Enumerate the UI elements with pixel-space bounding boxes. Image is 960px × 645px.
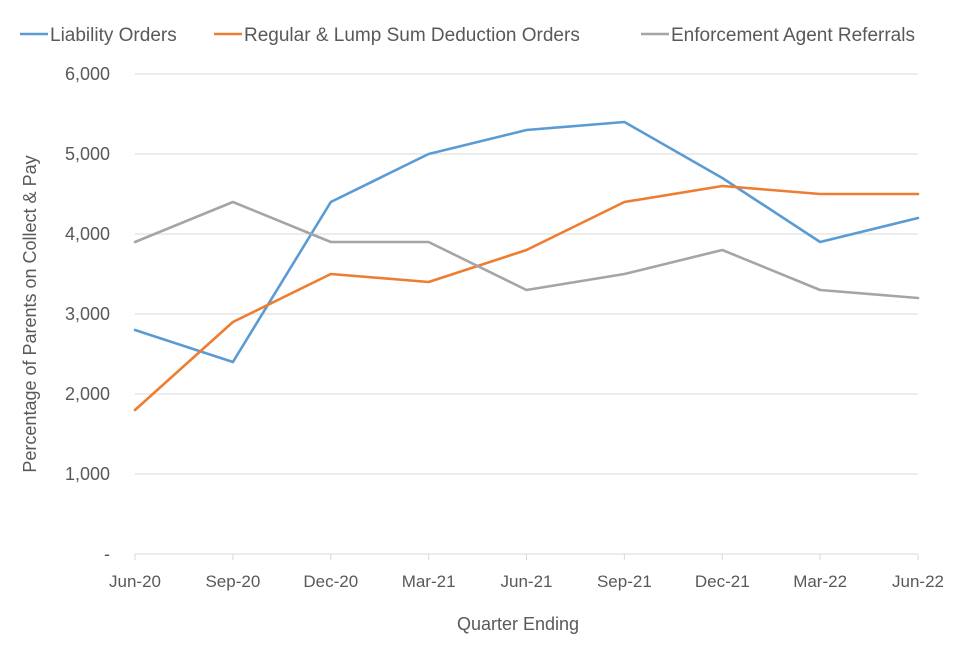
x-axis-title: Quarter Ending bbox=[457, 614, 579, 634]
y-tick-label: 1,000 bbox=[65, 464, 110, 484]
x-tick-label: Jun-22 bbox=[892, 572, 944, 591]
series-lines bbox=[135, 122, 918, 410]
legend-label: Enforcement Agent Referrals bbox=[671, 25, 915, 46]
x-tick-label: Sep-20 bbox=[205, 572, 260, 591]
y-tick-label: 6,000 bbox=[65, 64, 110, 84]
y-axis-ticks: - 1,000 2,000 3,000 4,000 5,000 6,000 bbox=[65, 64, 110, 564]
x-tick-label: Sep-21 bbox=[597, 572, 652, 591]
legend: Liability Orders Regular & Lump Sum Deduc… bbox=[20, 25, 915, 46]
y-tick-label: 2,000 bbox=[65, 384, 110, 404]
x-tick-label: Dec-21 bbox=[695, 572, 750, 591]
y-axis-title: Percentage of Parents on Collect & Pay bbox=[20, 155, 40, 472]
x-tick-label: Mar-22 bbox=[793, 572, 847, 591]
x-axis: Jun-20 Sep-20 Dec-20 Mar-21 Jun-21 Sep-21 Dec-… bbox=[109, 554, 944, 591]
gridlines bbox=[135, 74, 918, 474]
series-line-liability-orders bbox=[135, 122, 918, 362]
x-tick-label: Mar-21 bbox=[402, 572, 456, 591]
legend-label: Regular & Lump Sum Deduction Orders bbox=[244, 25, 580, 46]
x-tick-label: Jun-20 bbox=[109, 572, 161, 591]
x-tick-label: Jun-21 bbox=[501, 572, 553, 591]
y-tick-label: 5,000 bbox=[65, 144, 110, 164]
legend-label: Liability Orders bbox=[50, 25, 177, 46]
y-tick-label: 3,000 bbox=[65, 304, 110, 324]
series-line-regular-lump-sum-deduction-orders bbox=[135, 186, 918, 410]
x-tick-label: Dec-20 bbox=[303, 572, 358, 591]
y-tick-label: 4,000 bbox=[65, 224, 110, 244]
y-tick-label: - bbox=[104, 544, 110, 564]
